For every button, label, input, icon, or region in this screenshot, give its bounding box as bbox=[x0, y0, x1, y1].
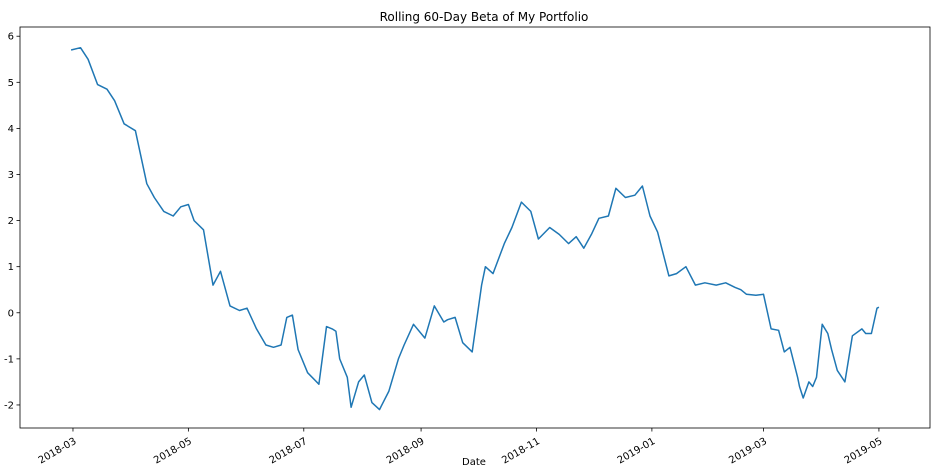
x-tick-label: 2018-09 bbox=[385, 436, 427, 466]
y-tick-label: 3 bbox=[8, 170, 14, 181]
y-tick-label: -1 bbox=[4, 354, 14, 365]
x-tick-label: 2019-03 bbox=[727, 436, 769, 466]
y-tick-label: 0 bbox=[8, 308, 14, 319]
y-tick-label: 1 bbox=[8, 262, 14, 273]
x-axis: 2018-03 2018-05 2018-07 2018-09 2018-11 2019-… bbox=[37, 428, 885, 466]
y-tick-label: 2 bbox=[8, 216, 14, 227]
x-tick-label: 2018-05 bbox=[152, 436, 194, 466]
chart-title: Rolling 60-Day Beta of My Portfolio bbox=[380, 10, 589, 24]
x-tick-label: 2018-03 bbox=[37, 436, 79, 466]
series-line-0 bbox=[70, 46, 880, 411]
x-tick-label: 2018-11 bbox=[500, 436, 542, 466]
y-tick-label: 4 bbox=[8, 124, 14, 135]
x-axis-label: Date bbox=[462, 457, 486, 468]
x-tick-label: 2019-01 bbox=[616, 436, 658, 466]
plot-frame bbox=[19, 26, 931, 429]
plot-area bbox=[19, 26, 931, 429]
y-tick-label: 6 bbox=[8, 32, 14, 43]
x-tick-label: 2018-07 bbox=[268, 436, 310, 466]
y-tick-label: 5 bbox=[8, 78, 14, 89]
y-axis: 6 5 4 3 2 1 0 -1 -2 bbox=[4, 32, 20, 411]
x-tick-label: 2019-05 bbox=[843, 436, 885, 466]
y-tick-label: -2 bbox=[4, 400, 14, 411]
